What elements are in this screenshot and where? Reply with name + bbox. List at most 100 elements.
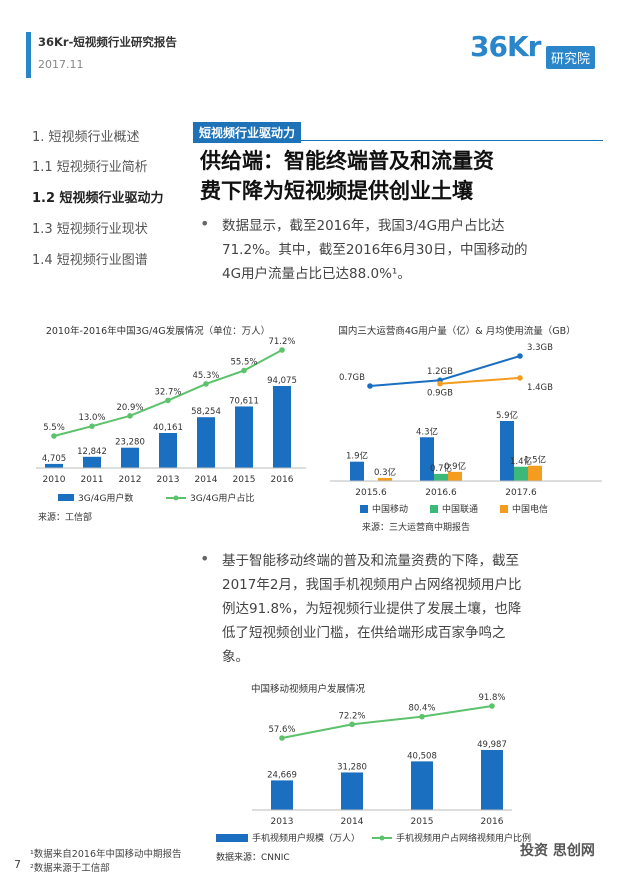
legend-swatch-bar (216, 834, 248, 842)
bar-value-label: 0.7亿 (430, 463, 452, 474)
toc-item-analysis[interactable]: 1.1 短视频行业简析 (32, 160, 148, 175)
bar (45, 463, 63, 468)
paragraph-line: 低了短视频创业门槛，在供给端形成百家争鸣之 (222, 625, 506, 641)
line-value-label: 91.8% (478, 693, 505, 703)
line-point (279, 347, 285, 353)
x-tick-label: 2015 (233, 475, 256, 485)
line-value-label: 57.6% (268, 725, 295, 735)
line-point (89, 423, 95, 429)
toc-item-drivers[interactable]: 1.2 短视频行业驱动力 (32, 191, 164, 206)
line-value-label: 45.3% (192, 371, 219, 381)
headline-line-2: 费下降为短视频提供创业土壤 (200, 179, 473, 203)
legend-swatch-dot (379, 835, 385, 841)
header-accent-bar (26, 32, 31, 78)
line-value-label: 3.3GB (527, 343, 553, 353)
x-tick-label: 2014 (195, 475, 218, 485)
legend-label-bar: 3G/4G用户数 (78, 492, 133, 504)
footnote-1: ¹数据来自2016年中国移动中期报告 (30, 849, 182, 860)
bar-value-label: 49,987 (477, 740, 507, 750)
x-tick-label: 2016 (481, 817, 504, 827)
bar-value-label: 23,280 (115, 438, 145, 448)
line-point (241, 367, 247, 374)
legend-label-line: 3G/4G用户占比 (190, 492, 254, 504)
x-tick-label: 2016.6 (425, 488, 457, 498)
36kr-logo: 36Kr 研究院 (470, 28, 610, 76)
legend-label-bar: 手机视频用户规模（万人） (252, 832, 360, 844)
x-tick-label: 2015.6 (355, 488, 387, 498)
paragraph-line: 基于智能移动终端的普及和流量资费的下降，截至 (222, 553, 519, 569)
bullet-icon: • (200, 549, 210, 568)
line-point (51, 433, 57, 439)
toc-item-map[interactable]: 1.4 短视频行业图谱 (32, 253, 148, 268)
x-tick-label: 2017.6 (505, 488, 537, 498)
paragraph-line: 数据显示，截至2016年，我国3/4G用户占比达 (222, 218, 505, 234)
line-point (367, 383, 373, 389)
legend-label-cmcc: 中国移动 (372, 503, 408, 515)
bar (378, 477, 392, 481)
chart-title: 2010年-2016年中国3G/4G发展情况（单位：万人） (46, 325, 270, 337)
line-point (165, 397, 171, 404)
line-point (517, 375, 523, 381)
line-point (489, 703, 495, 709)
paragraph-line: 2017年2月，我国手机视频用户占网络视频用户比 (222, 577, 522, 593)
line-point (203, 381, 209, 387)
paragraph-line: 象。 (222, 649, 249, 665)
paragraph-line: 4G用户流量占比已达88.0%¹。 (222, 266, 411, 282)
chart-title: 中国移动视频用户发展情况 (251, 683, 366, 695)
line-value-label: 71.2% (268, 337, 295, 347)
bar (121, 447, 139, 468)
series-line (439, 376, 521, 385)
watermark: 投资 思创网 (520, 843, 595, 859)
chart-source: 来源：工信部 (38, 511, 92, 523)
line-value-label: 20.9% (116, 403, 143, 413)
legend-swatch-bar (58, 494, 74, 501)
chart-source: 来源：三大运营商中期报告 (362, 521, 470, 533)
bar (83, 456, 101, 468)
bar-value-label: 12,842 (77, 447, 107, 457)
legend-swatch-telecom (500, 505, 508, 513)
line-point (127, 413, 133, 419)
bar (273, 386, 291, 468)
line-value-label: 72.2% (338, 711, 365, 721)
bar-value-label: 5.9亿 (496, 410, 518, 421)
bar (420, 437, 434, 481)
paragraph-line: 71.2%。其中，截至2016年6月30日，中国移动的 (222, 242, 528, 258)
logo-text: 36Kr (470, 30, 541, 63)
bar-value-label: 24,669 (267, 770, 297, 780)
bar (197, 417, 215, 468)
bar-value-label: 0.9亿 (444, 461, 466, 472)
toc-item-overview[interactable]: 1. 短视频行业概述 (32, 130, 140, 145)
chart-title: 国内三大运营商4G用户量（亿）& 月均使用流量（GB） (338, 325, 575, 337)
headline-line-1: 供给端：智能终端普及和流量资 (200, 149, 494, 173)
legend-label-line: 手机视频用户占网络视频用户比例 (396, 832, 531, 844)
line-value-label: 32.7% (154, 387, 181, 397)
bar (434, 473, 448, 481)
line-value-label: 13.0% (78, 413, 105, 423)
line-value-label: 0.7GB (339, 373, 365, 383)
bar (514, 466, 528, 481)
x-tick-label: 2015 (411, 817, 434, 827)
x-tick-label: 2016 (271, 475, 294, 485)
bullet-paragraph-2: 基于智能移动终端的普及和流量资费的下降，截至 2017年2月，我国手机视频用户占… (222, 549, 592, 669)
paragraph-line: 例达91.8%，为短视频行业提供了发展土壤，也降 (222, 601, 522, 617)
line-point (517, 353, 523, 359)
line-point (419, 713, 425, 720)
section-tag: 短视频行业驱动力 (193, 122, 302, 143)
bar (500, 421, 514, 481)
bar (235, 406, 253, 468)
chart-3g4g-development: 2010年-2016年中国3G/4G发展情况（单位：万人） 4,705 2010 1… (36, 325, 306, 523)
line-point (349, 721, 355, 728)
legend-swatch-cmcc (360, 505, 368, 513)
bar (341, 772, 363, 810)
logo-badge: 研究院 (546, 46, 596, 69)
bar (350, 461, 364, 481)
bar-value-label: 1.5亿 (524, 455, 546, 466)
section-divider (193, 140, 603, 141)
toc-item-status[interactable]: 1.3 短视频行业现状 (32, 222, 148, 237)
chart-source: 数据来源：CNNIC (216, 851, 290, 863)
line-value-label: 55.5% (230, 358, 257, 368)
bar-value-label: 94,075 (267, 376, 297, 386)
line-value-label: 0.9GB (427, 389, 453, 399)
line-value-label: 80.4% (408, 704, 435, 714)
line-point (279, 735, 285, 741)
